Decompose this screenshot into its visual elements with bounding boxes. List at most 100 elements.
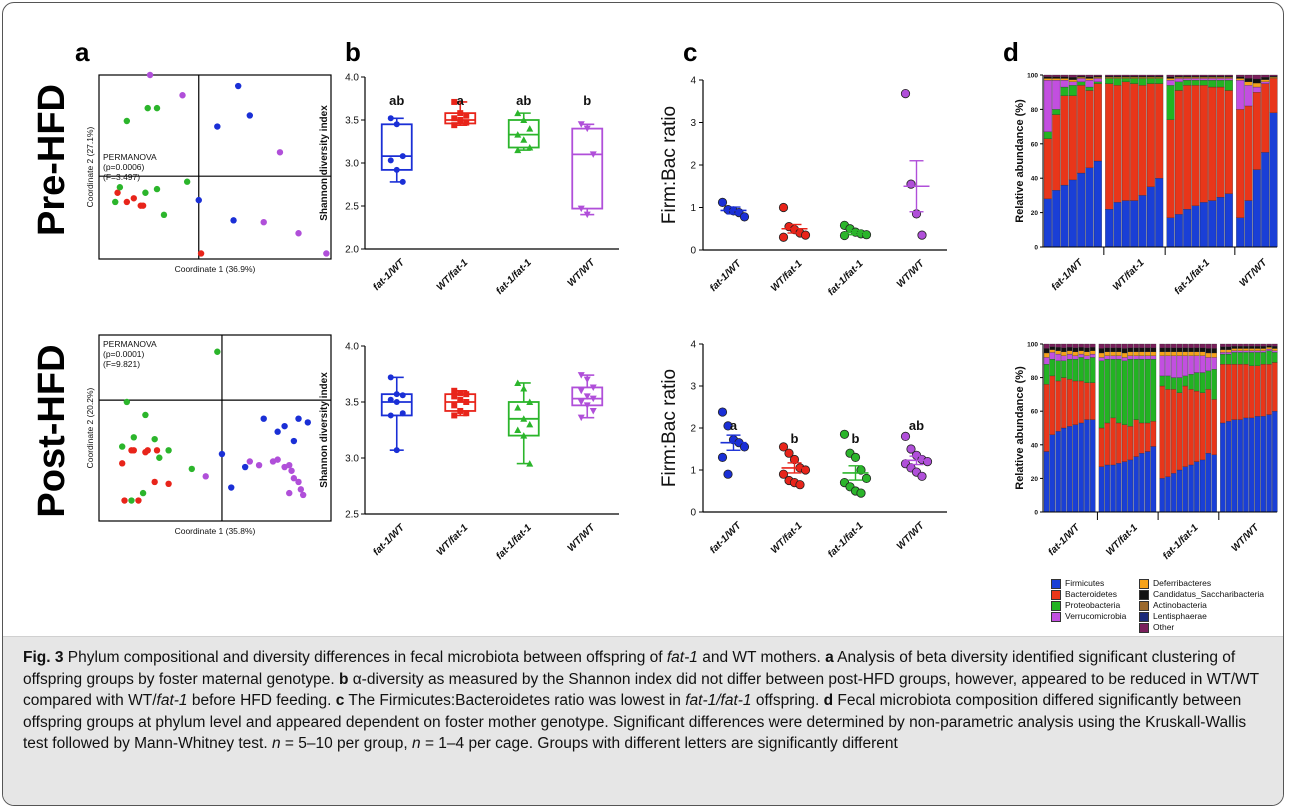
pca-point: [255, 462, 263, 469]
bar-segment: [1208, 80, 1217, 88]
bar-segment: [1211, 348, 1217, 354]
bar-segment: [1043, 138, 1052, 199]
bar-segment: [1150, 343, 1157, 349]
bar-segment: [1116, 422, 1122, 464]
pca-point: [119, 443, 126, 450]
y-tick-label: 4: [690, 76, 696, 87]
bar-segment: [1216, 76, 1225, 78]
bar-segment: [1237, 346, 1243, 349]
bar-segment: [1182, 385, 1188, 467]
pca-point: [295, 478, 302, 486]
caption-text: Fecal microbiota composition differed si…: [23, 692, 1247, 752]
data-point: [583, 393, 591, 400]
legend-item: Actinobacteria: [1139, 600, 1207, 611]
bar-segment: [1090, 347, 1096, 351]
bar-segment: [1236, 109, 1245, 218]
bar-segment: [1105, 76, 1114, 78]
bar-segment: [1165, 343, 1171, 349]
bar-segment: [1171, 347, 1177, 352]
legend-item: Bacteroidetes: [1051, 589, 1117, 600]
caption-letter-c: c: [335, 692, 345, 709]
data-point: [589, 384, 597, 391]
bar-segment: [1220, 343, 1226, 347]
bar-segment: [1138, 78, 1147, 86]
data-point: [900, 89, 911, 99]
x-tick-label: fat-1/WT: [1046, 522, 1082, 558]
legend-label: Lentisphaerae: [1153, 611, 1207, 621]
data-point: [514, 131, 522, 138]
pca-annotation: (p=0.0006): [103, 162, 145, 172]
data-point: [577, 121, 585, 128]
bar-segment: [1116, 463, 1122, 513]
caption-text: Phylum compositional and diversity diffe…: [63, 649, 667, 666]
data-point: [399, 410, 406, 417]
bar-segment: [1194, 372, 1200, 392]
x-tick-label: fat-1/WT: [371, 522, 407, 558]
bar-segment: [1049, 352, 1056, 360]
bar-segment: [1243, 348, 1249, 351]
bar-segment: [1216, 80, 1225, 88]
bar-segment: [1243, 350, 1249, 353]
bar-segment: [1191, 80, 1200, 86]
bar-segment: [1049, 346, 1056, 350]
bar-segment: [1098, 357, 1105, 361]
bar-segment: [1146, 76, 1155, 78]
y-tick-label: 0: [690, 246, 696, 257]
bar-segment: [1237, 350, 1243, 353]
legend-swatch: [1139, 600, 1149, 611]
data-point: [717, 197, 728, 207]
y-axis-label: Shannon diversity index: [319, 105, 330, 221]
bar-segment: [1199, 347, 1206, 352]
caption-text: = 5–10 per group,: [280, 735, 413, 752]
pca-point: [281, 422, 288, 430]
bar-segment: [1093, 76, 1102, 78]
x-tick-label: fat-1/fat-1: [1161, 522, 1201, 562]
pca-point: [165, 447, 172, 454]
pca-point: [260, 415, 267, 422]
bar-segment: [1194, 351, 1200, 356]
significance-letter: b: [852, 431, 860, 446]
pca-point: [323, 250, 330, 257]
bar-segment: [1165, 347, 1171, 352]
y-tick-label: 40: [1031, 442, 1039, 449]
bar-segment: [1090, 353, 1096, 358]
pca-point: [153, 447, 161, 454]
bar-segment: [1269, 112, 1278, 248]
data-point: [917, 471, 927, 481]
bar-segment: [1146, 74, 1155, 77]
bar-segment: [1231, 343, 1238, 347]
bar-segment: [1060, 86, 1069, 96]
bar-segment: [1155, 178, 1164, 248]
bar-segment: [1061, 347, 1067, 352]
bar-segment: [1205, 348, 1212, 354]
bar-segment: [1066, 347, 1073, 351]
data-point: [463, 112, 470, 119]
bar-segment: [1052, 109, 1061, 115]
significance-letter: ab: [909, 418, 924, 433]
bar-segment: [1113, 85, 1122, 203]
pca-point: [274, 428, 281, 435]
bar-segment: [1244, 105, 1253, 201]
bar-segment: [1208, 77, 1217, 79]
bar-segment: [1061, 343, 1067, 349]
bar-segment: [1244, 78, 1253, 83]
bar-segment: [1072, 347, 1079, 352]
bar-segment: [1133, 419, 1139, 457]
bar-segment: [1093, 160, 1102, 248]
bar-segment: [1252, 92, 1261, 170]
bar-segment: [1043, 451, 1050, 513]
x-tick-label: WT/WT: [566, 522, 598, 554]
x-tick-label: WT/WT: [1230, 522, 1262, 554]
pca-annotation: (p=0.0001): [103, 349, 145, 359]
x-tick-label: WT/fat-1: [1104, 522, 1140, 558]
bar-segment: [1254, 416, 1261, 513]
bar-segment: [1110, 464, 1116, 513]
figure-caption: Fig. 3 Phylum compositional and diversit…: [23, 647, 1268, 755]
data-point: [739, 212, 750, 222]
data-point: [457, 390, 464, 397]
data-point: [387, 396, 394, 403]
caption-text: The Firmicutes:Bacteroidetes ratio was l…: [344, 692, 686, 709]
pca-point: [160, 211, 168, 219]
bar-segment: [1205, 389, 1212, 454]
bar-segment: [1072, 424, 1079, 513]
